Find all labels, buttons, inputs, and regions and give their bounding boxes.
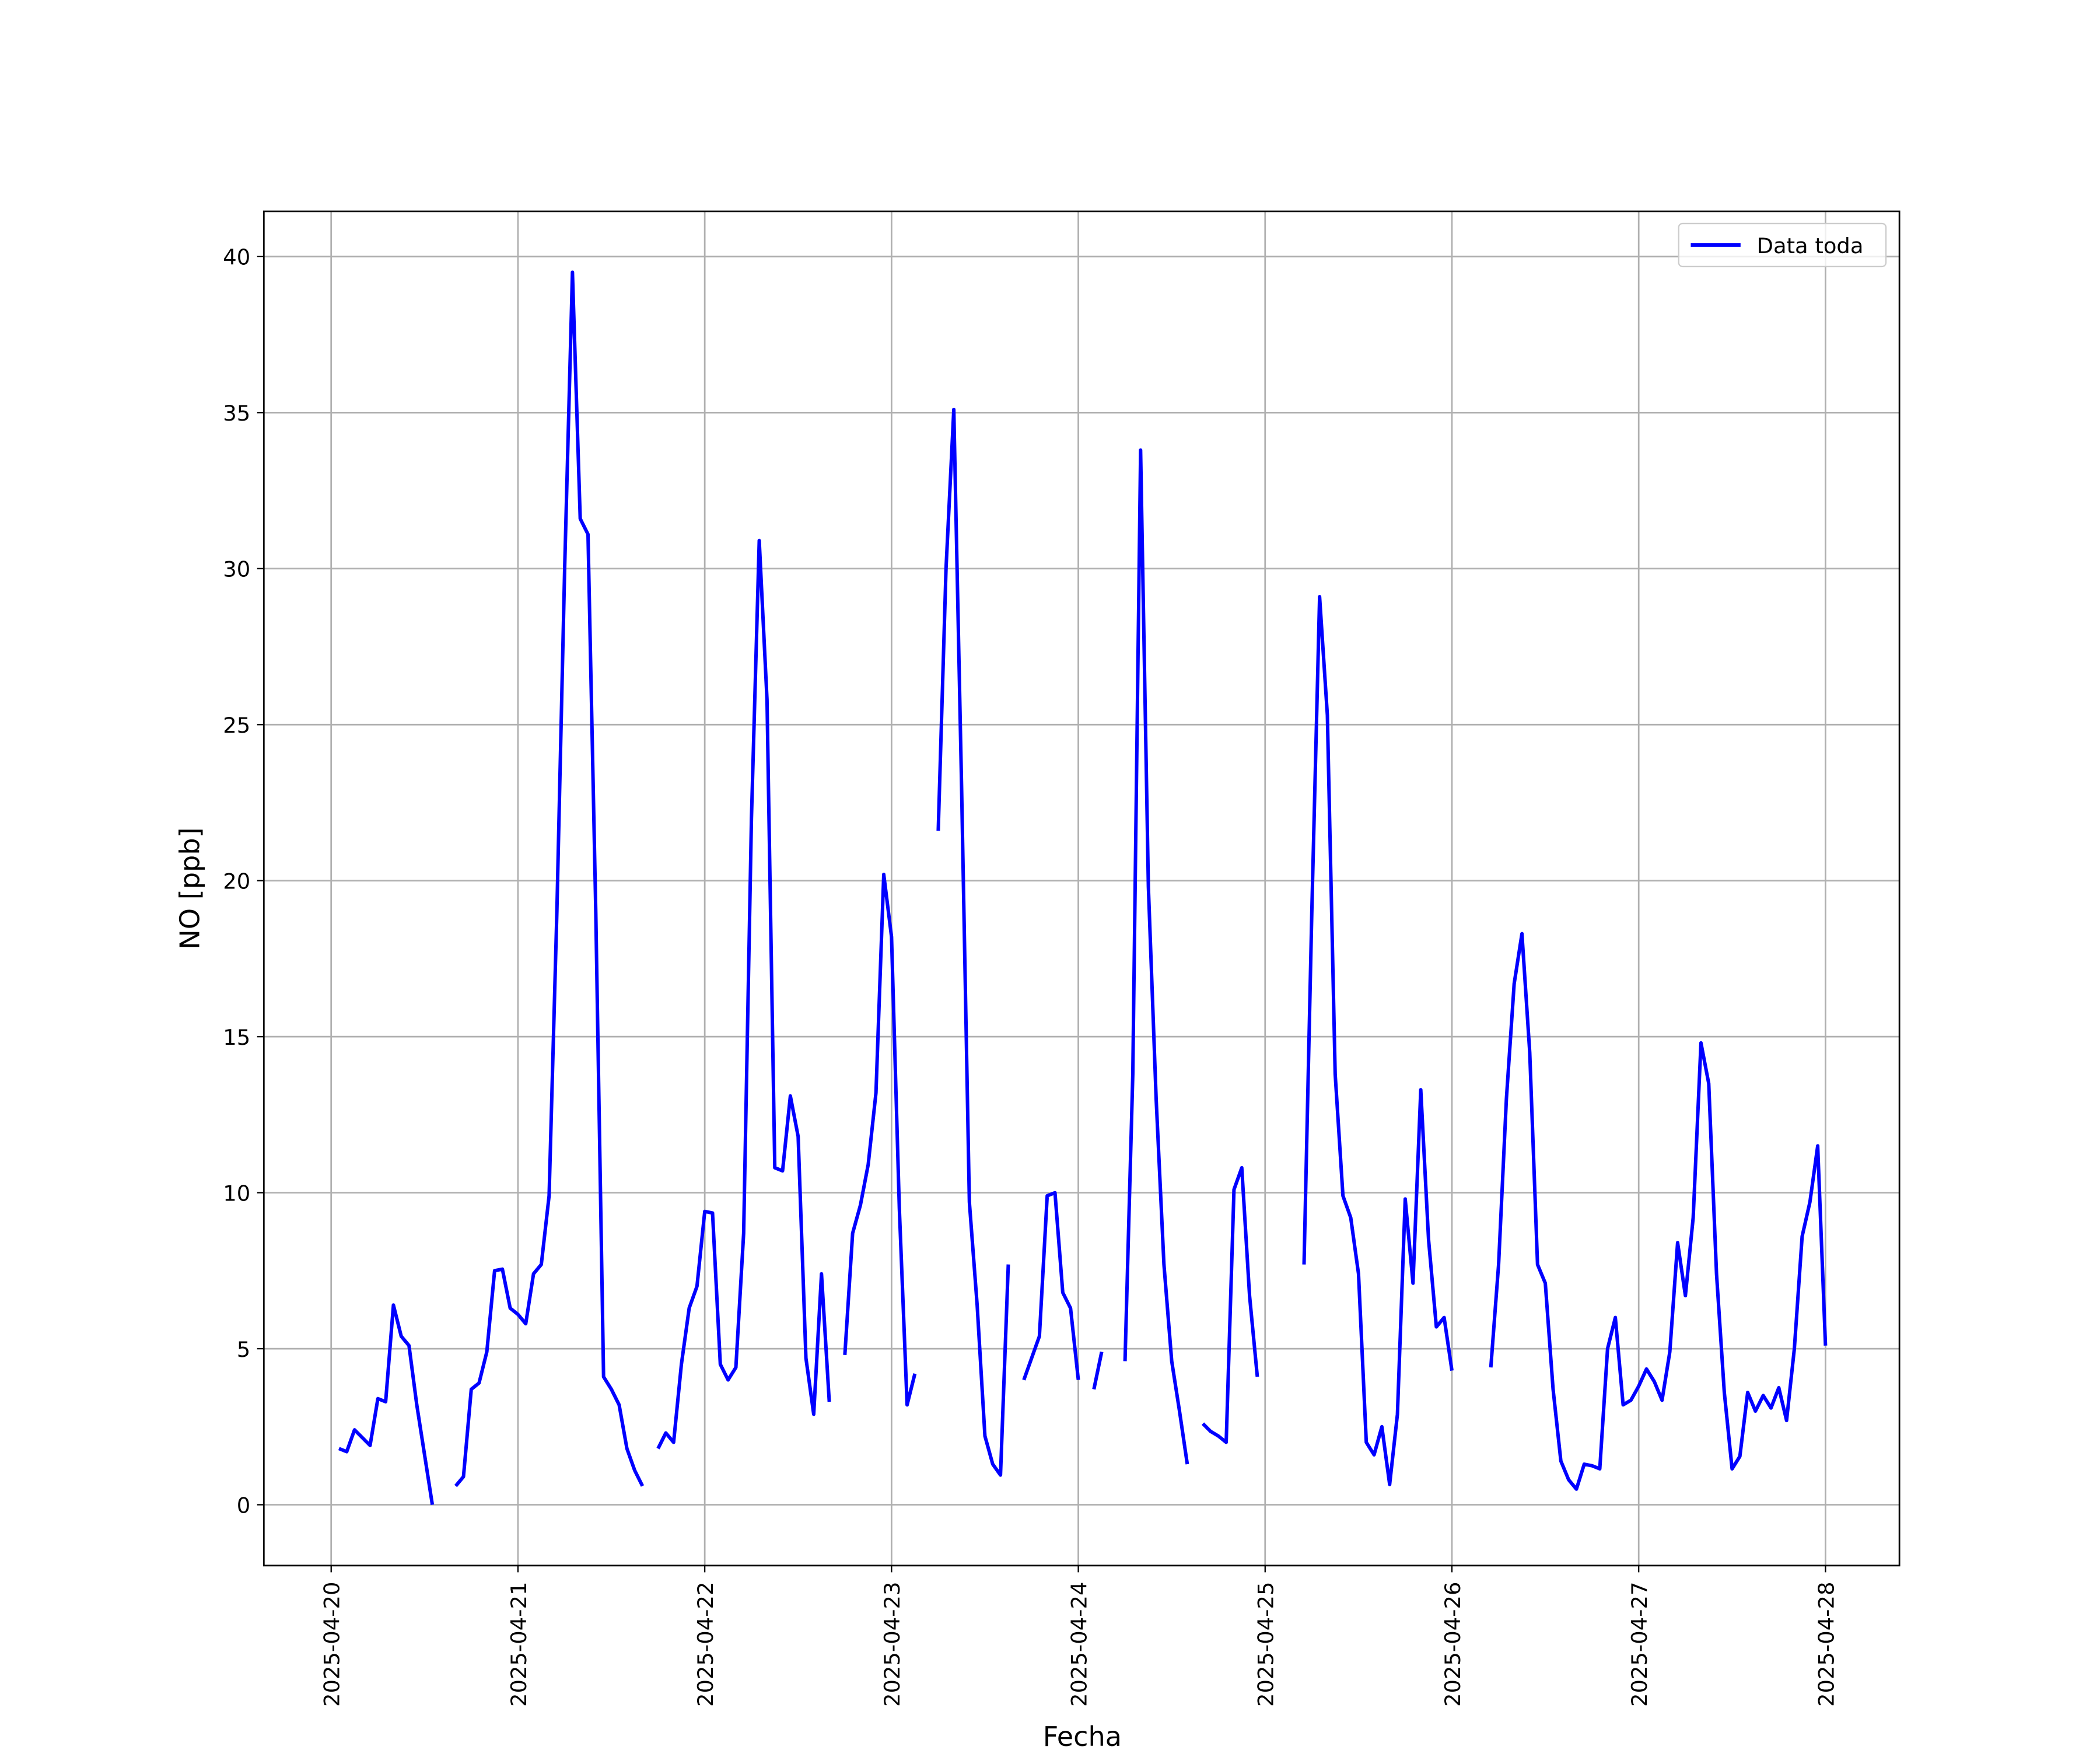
y-tick-label: 10 [223,1181,250,1206]
x-tick-label: 2025-04-24 [1066,1582,1091,1707]
x-tick-label: 2025-04-28 [1814,1582,1839,1707]
x-axis-label: Fecha [1043,1721,1122,1750]
x-tick-label: 2025-04-25 [1254,1582,1279,1707]
y-tick-label: 25 [223,713,250,738]
plot-frame [262,210,1901,1567]
data-line [338,270,1828,1506]
y-tick-label: 40 [223,245,250,270]
y-tick-label: 15 [223,1025,250,1050]
x-tick-label: 2025-04-22 [693,1582,718,1707]
x-tick-label: 2025-04-27 [1627,1582,1652,1707]
legend-label: Data toda [1757,233,1864,258]
y-tick-label: 0 [237,1493,250,1518]
x-tick-label: 2025-04-23 [880,1582,905,1707]
y-tick-label: 20 [223,869,250,894]
legend-box [1678,222,1887,268]
x-tick-label: 2025-04-26 [1440,1582,1465,1707]
y-axis-label: NO [ppb] [174,827,206,949]
y-tick-label: 30 [223,557,250,582]
legend: Data toda [1678,222,1887,268]
x-tick-label: 2025-04-21 [506,1582,531,1707]
y-tick-label: 35 [223,401,250,426]
x-tick-label: 2025-04-20 [320,1582,345,1707]
y-tick-label: 5 [237,1337,250,1362]
